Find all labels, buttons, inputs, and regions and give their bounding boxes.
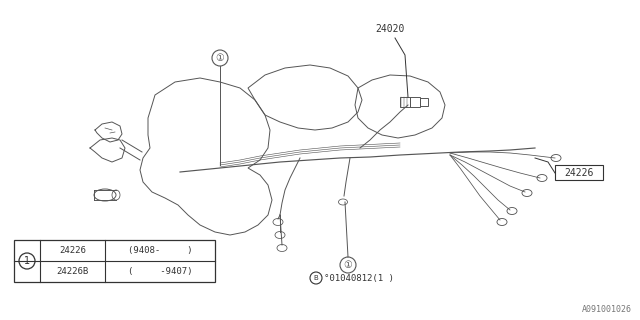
Text: 24226: 24226 [564,168,594,178]
Bar [410,97,420,107]
Text: A091001026: A091001026 [582,305,632,314]
Bar [14,240,215,282]
Text: °01040812(1 ): °01040812(1 ) [324,274,394,283]
Text: (9408-     ): (9408- ) [128,246,192,255]
Text: B: B [314,275,318,281]
Bar [400,97,410,107]
Text: (     -9407): ( -9407) [128,267,192,276]
Text: 24226: 24226 [59,246,86,255]
Bar [420,98,428,106]
Text: 24226B: 24226B [56,267,88,276]
Text: ①: ① [216,53,225,63]
Text: 24020: 24020 [375,24,404,34]
Text: 1: 1 [24,256,30,266]
Text: ①: ① [344,260,353,270]
Bar [555,165,603,180]
